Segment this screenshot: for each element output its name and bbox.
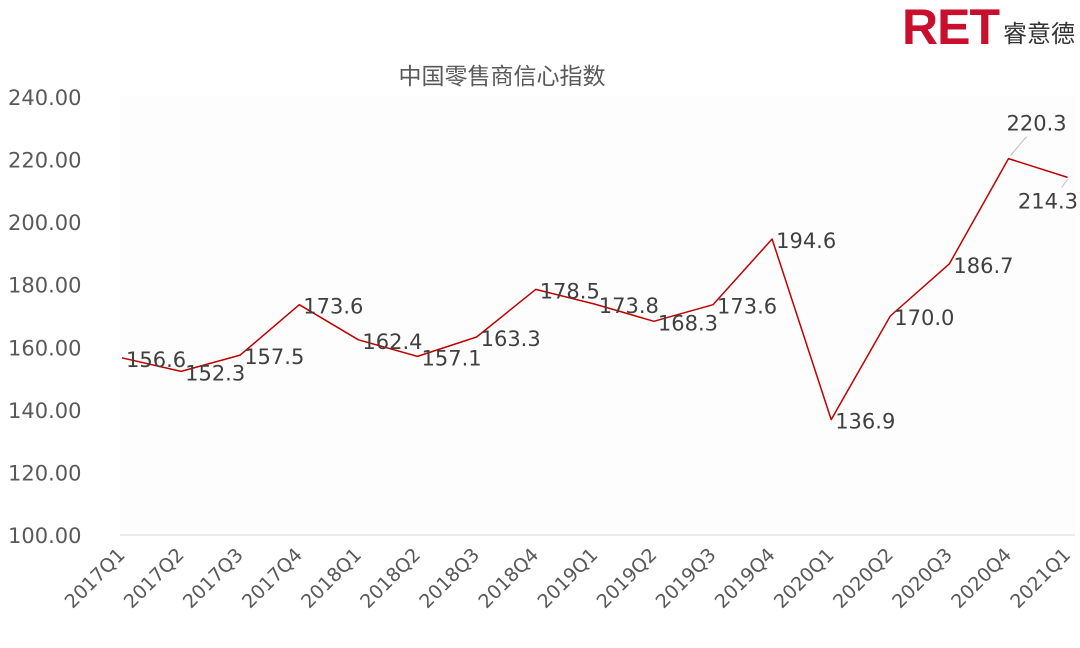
x-tick-label: 2017Q1 — [61, 544, 130, 613]
x-tick-label: 2017Q3 — [179, 544, 248, 613]
y-tick-label: 200.00 — [8, 211, 81, 235]
data-label: 162.4 — [362, 330, 422, 354]
x-axis: 2017Q12017Q22017Q32017Q42018Q12018Q22018… — [61, 544, 1075, 613]
x-tick-label: 2020Q4 — [947, 544, 1016, 613]
data-label: 156.6 — [126, 348, 186, 372]
data-label: 186.7 — [953, 254, 1013, 278]
data-label: 157.5 — [244, 345, 304, 369]
x-tick-label: 2018Q1 — [297, 544, 366, 613]
data-label: 178.5 — [540, 279, 600, 303]
y-tick-label: 140.00 — [8, 399, 81, 423]
x-tick-label: 2019Q1 — [533, 544, 602, 613]
brand-name: 睿意德 — [1003, 20, 1075, 48]
x-tick-label: 2018Q2 — [356, 544, 425, 613]
data-label: 136.9 — [835, 410, 895, 434]
chart-title: 中国零售商信心指数 — [399, 64, 606, 90]
x-tick-label: 2019Q2 — [593, 544, 662, 613]
x-tick-label: 2018Q4 — [474, 544, 543, 613]
x-tick-label: 2021Q1 — [1006, 544, 1075, 613]
x-tick-label: 2020Q2 — [829, 544, 898, 613]
data-label: 173.6 — [717, 295, 777, 319]
x-tick-label: 2019Q3 — [652, 544, 721, 613]
label-leader-line — [1061, 179, 1068, 188]
series — [121, 157, 1068, 421]
data-label: 163.3 — [481, 327, 541, 351]
x-tick-label: 2020Q3 — [888, 544, 957, 613]
y-tick-label: 100.00 — [8, 524, 81, 548]
brand-logo: RET 睿意德 — [902, 2, 1075, 52]
x-tick-label: 2019Q4 — [711, 544, 780, 613]
data-label: 157.1 — [422, 346, 482, 370]
x-tick-label: 2020Q1 — [770, 544, 839, 613]
plot-area — [120, 96, 1075, 536]
data-label: 170.0 — [894, 306, 954, 330]
data-label: 173.8 — [599, 294, 659, 318]
brand-mark: RET — [902, 0, 1000, 55]
y-tick-label: 120.00 — [8, 461, 81, 485]
label-leader-line — [1010, 136, 1027, 156]
y-axis: 100.00 120.00 140.00 160.00 180.00 200.00 220.… — [8, 86, 81, 548]
data-label: 168.3 — [658, 311, 718, 335]
data-label: 152.3 — [185, 361, 245, 385]
x-tick-label: 2017Q4 — [238, 544, 307, 613]
data-label: 173.6 — [303, 295, 363, 319]
y-tick-label: 220.00 — [8, 149, 81, 173]
y-tick-label: 180.00 — [8, 274, 81, 298]
x-tick-label: 2018Q3 — [415, 544, 484, 613]
series-line — [121, 157, 1068, 421]
x-tick-label: 2017Q2 — [120, 544, 189, 613]
y-tick-label: 240.00 — [8, 86, 81, 110]
data-label: 194.6 — [776, 229, 836, 253]
y-tick-label: 160.00 — [8, 336, 81, 360]
data-label: 220.3 — [1007, 112, 1067, 136]
data-label: 214.3 — [1018, 189, 1078, 213]
